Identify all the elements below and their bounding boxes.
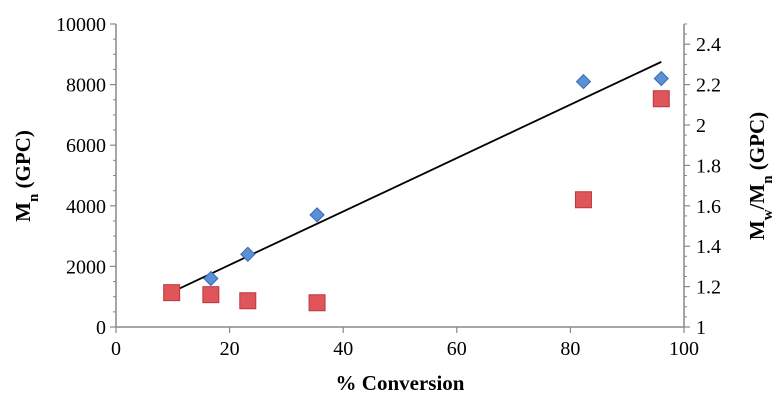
y-left-tick-label: 10000	[56, 14, 106, 36]
square-marker	[308, 294, 326, 312]
x-tick-label: 100	[669, 338, 699, 360]
y-axis-right-title: Mw/Mn (GPC)	[745, 112, 774, 240]
axes	[115, 24, 685, 328]
y-left-title-sub: n	[26, 193, 42, 202]
y-right-tick-label: 1.6	[696, 196, 721, 218]
y-right-title-sub2: n	[760, 175, 774, 184]
square-marker	[202, 286, 220, 304]
x-tick-label: 20	[220, 338, 240, 360]
y-right-tick-label: 2	[696, 115, 706, 137]
x-tick-label: 60	[447, 338, 467, 360]
data-marks	[163, 70, 670, 312]
y-left-tick-label: 6000	[66, 135, 106, 157]
square-marker	[574, 191, 592, 209]
square-marker	[163, 284, 181, 302]
y-right-title-sub1: w	[760, 209, 774, 220]
diamond-marker	[575, 73, 592, 90]
x-tick-label: 0	[111, 338, 121, 360]
y-axis-left-title: Mn (GPC)	[11, 130, 42, 222]
y-left-tick-label: 2000	[66, 256, 106, 278]
diamond-marker	[240, 246, 256, 262]
y-right-tick-label: 1.8	[696, 155, 721, 177]
x-axis-title: % Conversion	[336, 371, 465, 395]
x-tick-label: 40	[333, 338, 353, 360]
square-marker	[239, 292, 257, 310]
x-tick-label: 80	[560, 338, 580, 360]
square-marker	[652, 90, 670, 108]
y-right-tick-label: 2.4	[696, 34, 721, 56]
y-right-title-main1: M	[745, 220, 769, 240]
y-right-tick-label: 2.2	[696, 75, 721, 97]
diamond-marker	[653, 70, 669, 87]
y-left-tick-label: 4000	[66, 196, 106, 218]
y-right-tick-label: 1.4	[696, 236, 721, 258]
y-left-title-main: M	[11, 202, 35, 222]
y-left-tick-label: 0	[96, 317, 106, 339]
y-right-title-mid: /M	[745, 184, 769, 211]
y-left-tick-label: 8000	[66, 75, 106, 97]
y-right-tick-label: 1.2	[696, 277, 721, 299]
y-left-title-rest: (GPC)	[11, 130, 35, 194]
y-right-title-rest: (GPC)	[745, 112, 769, 176]
diamond-marker	[203, 270, 219, 287]
diamond-marker	[309, 207, 325, 223]
ticks: 0 20 40 60 80 100 0 2000 4000 6000 8000 10000 1 1.2 1.…	[56, 14, 721, 360]
y-right-tick-label: 1	[696, 317, 706, 339]
